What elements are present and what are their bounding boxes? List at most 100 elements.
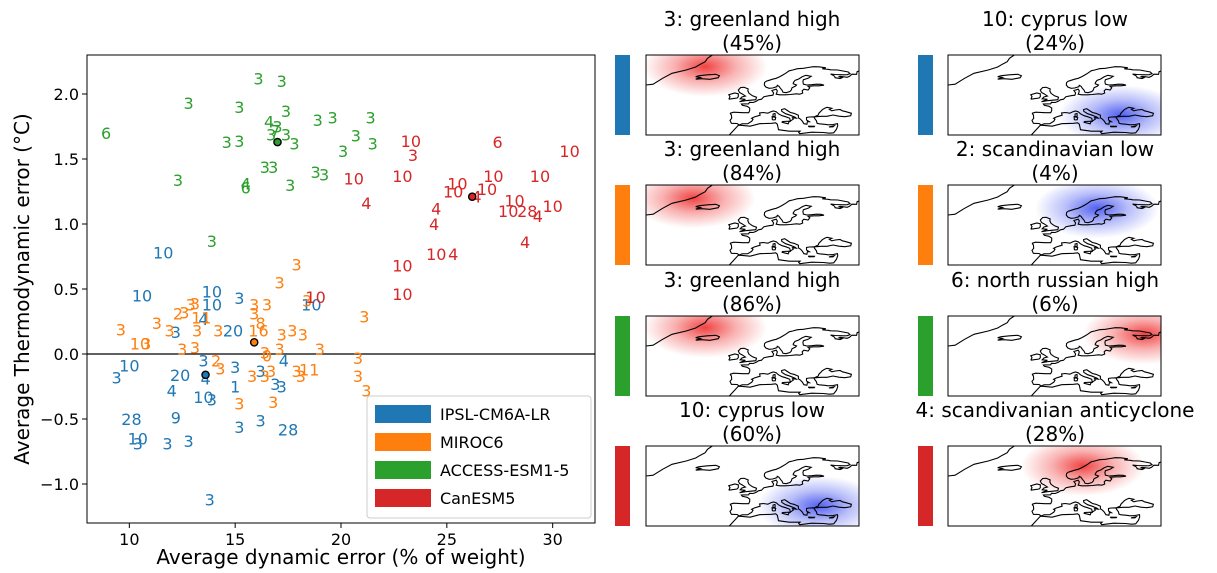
model-color-bar xyxy=(918,446,933,526)
data-point-label: 3 xyxy=(315,340,325,359)
y-axis-ticks: −1.0 −0.5 0.0 0.5 1.0 1.5 2.0 xyxy=(40,85,87,494)
coastline xyxy=(807,386,816,389)
data-point-label: 3 xyxy=(249,296,259,315)
data-point-label: 4 xyxy=(241,175,251,194)
coastline xyxy=(1030,499,1141,526)
coastline xyxy=(1074,242,1078,248)
coastline xyxy=(1030,369,1141,396)
legend-swatch xyxy=(375,433,431,451)
data-point-label: 4 xyxy=(200,370,210,389)
y-tick-label: 0.0 xyxy=(54,345,79,364)
coastline xyxy=(814,497,853,509)
data-point-label: 6 xyxy=(241,179,251,198)
coastline xyxy=(1130,515,1139,519)
data-point-label: 2 xyxy=(211,352,221,371)
panel-title: 4: scandivanian anticyclone xyxy=(916,398,1195,422)
data-point-label: 3 xyxy=(268,393,278,412)
panel-title: 3: greenland high xyxy=(664,7,841,31)
coastline xyxy=(729,457,859,505)
centroid-marker xyxy=(467,192,477,201)
data-point-label: 3 xyxy=(112,368,122,387)
data-point-label: 4 xyxy=(520,233,530,252)
y-tick-label: 1.0 xyxy=(54,215,79,234)
legend-label: MIROC6 xyxy=(440,433,504,452)
data-point-label: 3 xyxy=(186,296,196,315)
coastline xyxy=(781,511,791,516)
coastline xyxy=(771,376,777,382)
pattern-panel: 10: cyprus low(24%) xyxy=(918,7,1162,136)
data-point-label: 4 xyxy=(361,194,371,213)
data-point-label: 28 xyxy=(121,410,141,429)
map-frame xyxy=(947,445,1162,527)
panel-percentage: (60%) xyxy=(722,422,782,446)
data-point-label: 10 xyxy=(477,180,497,199)
coastline xyxy=(1116,367,1155,379)
high-pressure-anomaly xyxy=(646,316,768,358)
coastline xyxy=(646,446,713,477)
coastline xyxy=(727,483,739,491)
coastline xyxy=(1116,106,1155,118)
x-tick-label: 20 xyxy=(331,530,351,549)
coastline xyxy=(807,255,816,258)
data-point-label: 3 xyxy=(260,367,270,386)
pattern-panel: 6: north russian high(6%) xyxy=(918,268,1162,397)
data-point-label: 3 xyxy=(260,344,270,363)
data-point-label: 10 xyxy=(128,430,148,449)
data-point-label: 3 xyxy=(353,367,363,386)
legend-label: CanESM5 xyxy=(440,489,515,508)
coastline xyxy=(1074,373,1078,379)
coastline xyxy=(695,73,721,80)
data-point-label: 10 xyxy=(447,175,467,194)
data-point-label: 3 xyxy=(359,307,369,326)
coastline xyxy=(807,516,816,519)
y-tick-label: −0.5 xyxy=(40,410,79,429)
panel-percentage: (45%) xyxy=(722,31,782,55)
coastline xyxy=(807,125,816,128)
high-pressure-anomaly xyxy=(1020,446,1145,496)
coastline xyxy=(1029,483,1041,491)
data-point-label: 10 xyxy=(202,296,222,315)
map-frame xyxy=(947,315,1162,397)
data-point-label: 3 xyxy=(338,142,348,161)
pattern-panel: 3: greenland high(45%) xyxy=(615,7,860,136)
coastline xyxy=(727,222,739,230)
data-point-label: 10 xyxy=(443,183,463,202)
data-point-label: 7 xyxy=(270,121,280,140)
panel-title: 2: scandinavian low xyxy=(956,137,1154,161)
data-point-label: 3 xyxy=(260,158,270,177)
centroid-marker xyxy=(273,137,282,147)
data-point-label: 3 xyxy=(319,166,329,185)
data-point-label: 10 xyxy=(426,245,446,264)
data-point-label: 3 xyxy=(270,375,280,394)
panel-percentage: (86%) xyxy=(722,292,782,316)
data-point-label: 3 xyxy=(266,362,276,381)
coastline xyxy=(1083,250,1093,255)
coastline xyxy=(1031,66,1161,114)
model-color-bar xyxy=(918,55,933,135)
coastline xyxy=(772,112,776,118)
pattern-map xyxy=(947,184,1162,266)
data-point-label: 3 xyxy=(366,108,376,127)
data-point-label: 10 xyxy=(392,257,412,276)
coastline xyxy=(727,92,739,100)
data-point-label: 3 xyxy=(351,127,361,146)
data-point-label: 3 xyxy=(255,411,265,430)
data-point-label: 3 xyxy=(190,294,200,313)
coastline xyxy=(781,120,791,125)
data-point-label: 3 xyxy=(230,358,240,377)
data-point-label: 1 xyxy=(230,378,240,397)
coastline xyxy=(695,464,721,471)
data-point-label: 3 xyxy=(289,134,299,153)
coastline xyxy=(646,316,713,347)
pattern-panel: 2: scandinavian low(4%) xyxy=(918,137,1162,266)
legend-frame xyxy=(366,395,592,519)
coastline xyxy=(1109,386,1118,389)
coastline xyxy=(737,347,758,364)
pattern-map xyxy=(645,54,860,136)
coastline xyxy=(828,515,837,519)
model-color-bar xyxy=(615,185,630,265)
coastline xyxy=(1039,86,1060,103)
data-point-label: 8 xyxy=(255,314,265,333)
